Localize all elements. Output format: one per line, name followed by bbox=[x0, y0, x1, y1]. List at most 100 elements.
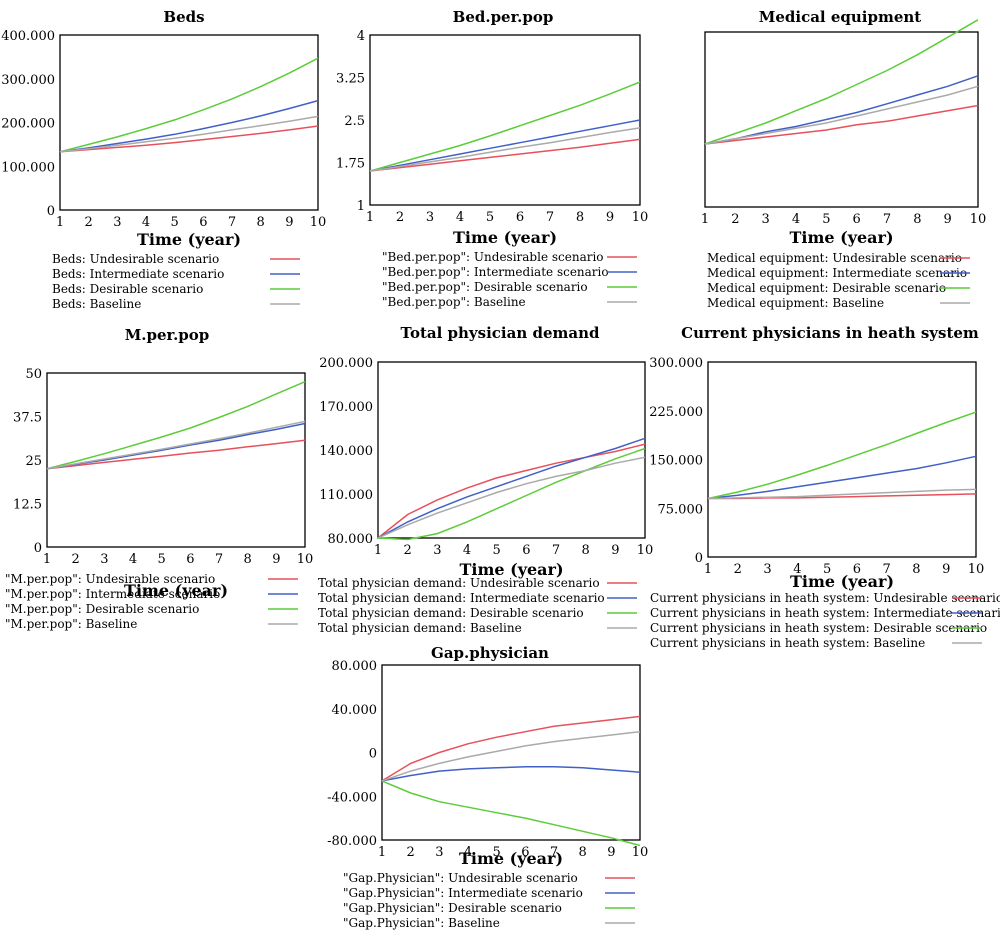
x-tick-label: 3 bbox=[100, 552, 108, 567]
x-tick-label: 4 bbox=[793, 562, 801, 577]
y-tick-label: 12.5 bbox=[13, 498, 42, 513]
series-line-0 bbox=[46, 439, 306, 470]
legend-label: Total physician demand: Desirable scenar… bbox=[318, 606, 584, 620]
x-tick-label: 2 bbox=[731, 212, 739, 227]
y-tick-label: 80.000 bbox=[332, 659, 378, 674]
legend-label: Total physician demand: Baseline bbox=[318, 621, 522, 635]
series-line-3 bbox=[704, 85, 979, 145]
x-tick-label: 8 bbox=[576, 210, 584, 225]
x-tick-label: 7 bbox=[546, 210, 554, 225]
x-tick-label: 5 bbox=[158, 552, 166, 567]
y-tick-label: 300.000 bbox=[1, 73, 55, 88]
x-tick-label: 2 bbox=[734, 562, 742, 577]
x-tick-label: 7 bbox=[228, 215, 236, 230]
x-tick-label: 10 bbox=[632, 210, 649, 225]
x-tick-label: 6 bbox=[521, 845, 529, 860]
x-tick-label: 2 bbox=[72, 552, 80, 567]
x-axis-label: Time (year) bbox=[137, 230, 241, 249]
x-tick-label: 1 bbox=[366, 210, 374, 225]
y-tick-label: 200.000 bbox=[1, 117, 55, 132]
y-tick-label: 80.000 bbox=[328, 532, 374, 547]
series-line-3 bbox=[369, 127, 641, 172]
series-line-0 bbox=[704, 104, 979, 145]
x-tick-label: 3 bbox=[433, 543, 441, 558]
x-tick-label: 9 bbox=[944, 212, 952, 227]
x-tick-label: 10 bbox=[632, 845, 649, 860]
series-line-0 bbox=[59, 125, 319, 153]
y-tick-label: 4 bbox=[357, 29, 365, 44]
x-tick-label: 5 bbox=[493, 845, 501, 860]
y-tick-label: 150.000 bbox=[649, 454, 703, 469]
chart-title: Beds bbox=[163, 8, 204, 26]
legend-label: "M.per.pop": Intermediate scenario bbox=[5, 587, 220, 601]
x-tick-label: 8 bbox=[257, 215, 265, 230]
plot-area bbox=[381, 664, 641, 841]
x-tick-label: 10 bbox=[970, 212, 987, 227]
x-tick-label: 6 bbox=[199, 215, 207, 230]
legend-label: "Bed.per.pop": Desirable scenario bbox=[382, 280, 588, 294]
legend-label: "Bed.per.pop": Undesirable scenario bbox=[382, 250, 604, 264]
chart-m-per-pop: M.per.pop 0 12.5 25 37.5 50 1 2 3 4 5 6 7 8 9 10 Time (y… bbox=[5, 326, 313, 631]
y-tick-label: 225.000 bbox=[649, 405, 703, 420]
x-tick-label: 3 bbox=[762, 212, 770, 227]
x-tick-label: 4 bbox=[464, 845, 472, 860]
x-tick-label: 5 bbox=[823, 562, 831, 577]
series-line-1 bbox=[381, 765, 641, 782]
x-axis-label: Time (year) bbox=[124, 581, 228, 600]
chart-total-physician-demand: Total physician demand 80.000 110.000 140.0… bbox=[318, 324, 653, 635]
x-tick-label: 5 bbox=[486, 210, 494, 225]
x-tick-label: 10 bbox=[297, 552, 314, 567]
x-tick-label: 3 bbox=[763, 562, 771, 577]
series-line-1 bbox=[377, 437, 646, 539]
series-line-2 bbox=[46, 381, 306, 470]
x-tick-label: 9 bbox=[942, 562, 950, 577]
series-line-1 bbox=[59, 99, 319, 153]
x-tick-label: 7 bbox=[883, 212, 891, 227]
x-tick-label: 1 bbox=[374, 543, 382, 558]
x-tick-label: 3 bbox=[113, 215, 121, 230]
series-line-2 bbox=[707, 411, 977, 500]
chart-title: Current physicians in heath system bbox=[681, 324, 979, 342]
y-tick-label: -80.000 bbox=[327, 834, 377, 849]
x-tick-label: 6 bbox=[516, 210, 524, 225]
y-tick-label: 200.000 bbox=[319, 356, 373, 371]
y-tick-label: 100.000 bbox=[1, 160, 55, 175]
y-tick-label: 110.000 bbox=[319, 488, 373, 503]
legend: Current physicians in heath system: Unde… bbox=[650, 591, 1000, 650]
x-tick-label: 4 bbox=[129, 552, 137, 567]
chart-medical-equipment: Medical equipment 1 2 3 4 5 6 7 8 9 10 Time (year) M… bbox=[701, 8, 986, 310]
x-tick-label: 10 bbox=[637, 543, 654, 558]
x-tick-label: 9 bbox=[607, 845, 615, 860]
chart-title: Total physician demand bbox=[401, 324, 600, 342]
x-axis-label: Time (year) bbox=[789, 228, 893, 247]
legend-label: "M.per.pop": Undesirable scenario bbox=[5, 572, 215, 586]
plot-area bbox=[369, 34, 641, 206]
series-line-3 bbox=[381, 730, 641, 782]
x-tick-label: 9 bbox=[272, 552, 280, 567]
x-tick-label: 2 bbox=[407, 845, 415, 860]
plot-area bbox=[377, 361, 646, 539]
x-tick-label: 1 bbox=[701, 212, 709, 227]
series-line-0 bbox=[369, 138, 641, 172]
plot-area bbox=[59, 34, 319, 211]
x-axis-label: Time (year) bbox=[790, 572, 894, 591]
series-line-2 bbox=[381, 780, 641, 847]
y-tick-label: 1.75 bbox=[336, 157, 365, 172]
legend-label: Current physicians in heath system: Base… bbox=[650, 636, 925, 650]
y-tick-label: 37.5 bbox=[13, 411, 42, 426]
legend-label: Beds: Undesirable scenario bbox=[52, 252, 219, 266]
x-tick-label: 4 bbox=[142, 215, 150, 230]
chart-title: Bed.per.pop bbox=[453, 8, 554, 26]
series-line-2 bbox=[377, 447, 646, 541]
chart-gap-physician: Gap.physician -80.000 -40.000 0 40.000 80.000… bbox=[327, 644, 648, 930]
x-tick-label: 10 bbox=[968, 562, 985, 577]
y-tick-label: 300.000 bbox=[649, 356, 703, 371]
y-tick-label: 0 bbox=[47, 204, 55, 219]
x-tick-label: 2 bbox=[85, 215, 93, 230]
x-tick-label: 8 bbox=[244, 552, 252, 567]
legend-label: Beds: Intermediate scenario bbox=[52, 267, 224, 281]
x-tick-label: 6 bbox=[853, 562, 861, 577]
x-tick-label: 1 bbox=[43, 552, 51, 567]
x-tick-label: 8 bbox=[913, 212, 921, 227]
